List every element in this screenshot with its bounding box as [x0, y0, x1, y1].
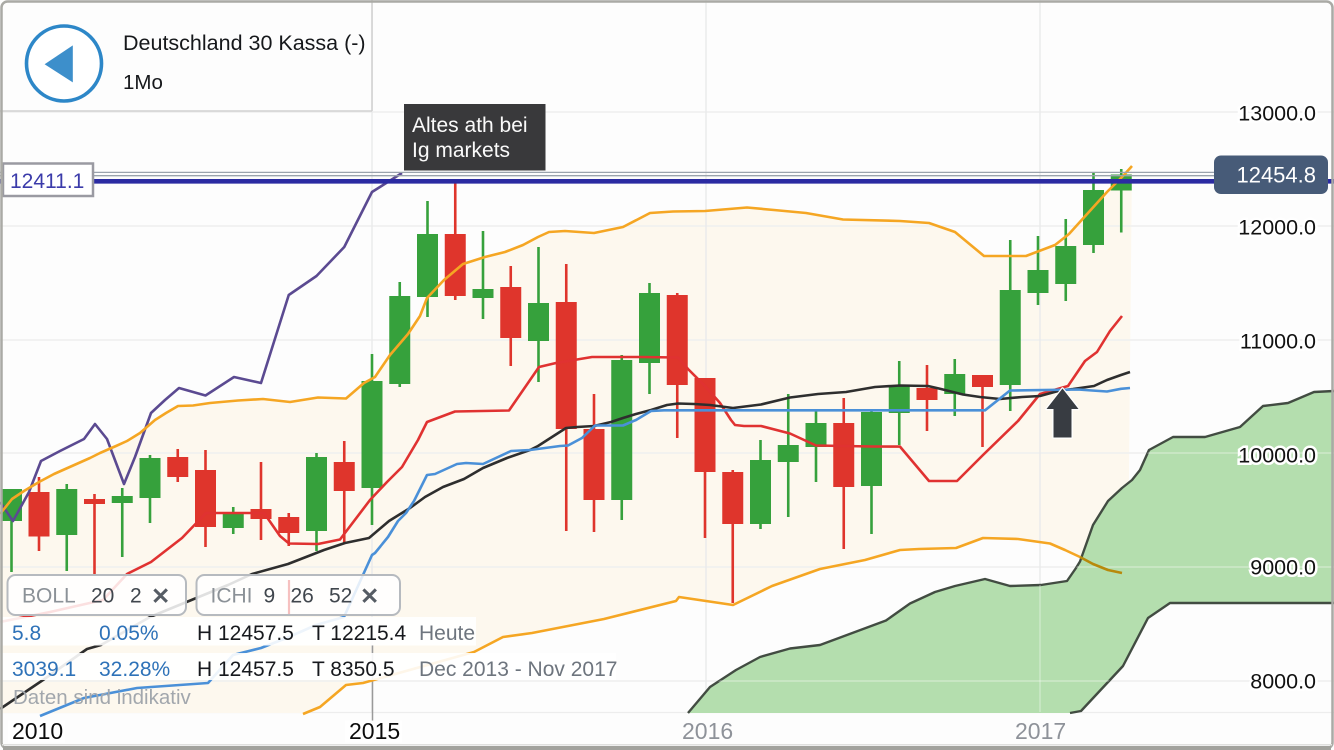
svg-text:9: 9 — [264, 585, 276, 608]
svg-text:✕: ✕ — [151, 583, 170, 609]
svg-text:H 12457.5: H 12457.5 — [197, 622, 294, 645]
svg-text:13000.0: 13000.0 — [1238, 102, 1316, 126]
svg-text:5.8: 5.8 — [12, 622, 41, 645]
svg-text:2017: 2017 — [1015, 718, 1066, 744]
svg-text:T 12215.4: T 12215.4 — [312, 622, 407, 645]
svg-text:8000.0: 8000.0 — [1250, 670, 1316, 694]
svg-text:10000.0: 10000.0 — [1238, 444, 1316, 468]
svg-text:Heute: Heute — [419, 622, 475, 645]
svg-text:1Mo: 1Mo — [123, 71, 163, 94]
svg-text:20: 20 — [91, 585, 114, 608]
svg-text:ICHI: ICHI — [211, 585, 253, 608]
svg-text:12454.8: 12454.8 — [1236, 163, 1316, 188]
svg-text:Dec 2013 - Nov 2017: Dec 2013 - Nov 2017 — [419, 658, 617, 681]
svg-text:H 12457.5: H 12457.5 — [197, 658, 294, 681]
svg-text:52: 52 — [329, 585, 352, 608]
svg-text:3039.1: 3039.1 — [12, 658, 76, 681]
svg-text:12000.0: 12000.0 — [1238, 216, 1316, 240]
svg-text:Deutschland 30 Kassa (-): Deutschland 30 Kassa (-) — [123, 31, 366, 55]
svg-text:T 8350.5: T 8350.5 — [312, 658, 395, 681]
svg-text:Daten sind indikativ: Daten sind indikativ — [13, 686, 192, 709]
svg-text:9000.0: 9000.0 — [1250, 556, 1316, 580]
svg-text:26: 26 — [291, 585, 314, 608]
svg-text:Altes ath bei: Altes ath bei — [412, 114, 528, 137]
svg-text:2: 2 — [130, 585, 142, 608]
svg-text:2015: 2015 — [349, 718, 400, 744]
svg-text:Ig markets: Ig markets — [412, 139, 510, 162]
svg-text:2010: 2010 — [12, 718, 63, 744]
svg-text:BOLL: BOLL — [22, 585, 76, 608]
svg-text:32.28%: 32.28% — [99, 658, 170, 681]
svg-text:12411.1: 12411.1 — [10, 170, 84, 193]
svg-text:✕: ✕ — [360, 583, 379, 609]
svg-text:0.05%: 0.05% — [99, 622, 159, 645]
svg-text:2016: 2016 — [682, 718, 733, 744]
svg-text:11000.0: 11000.0 — [1240, 330, 1316, 354]
